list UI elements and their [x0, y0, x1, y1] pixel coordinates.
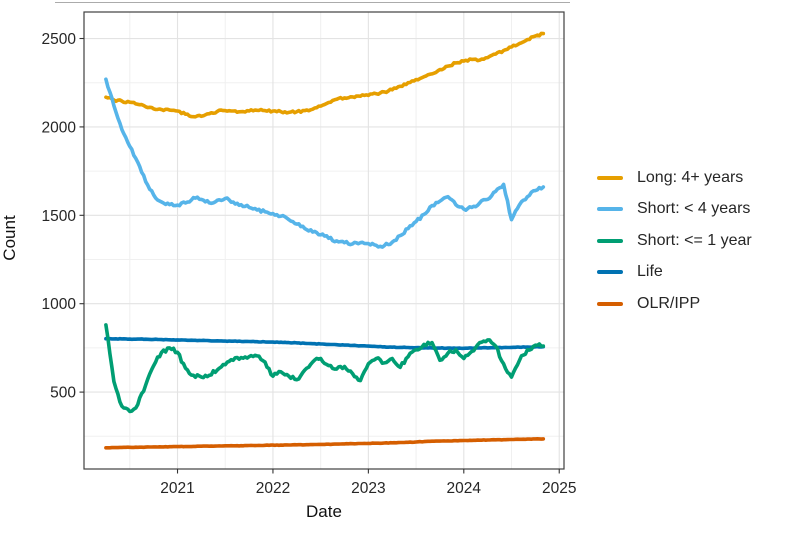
- y-tick-label-500: 500: [50, 385, 76, 402]
- legend: Long: 4+ years Short: < 4 years Short: <…: [597, 162, 752, 320]
- y-tick-label-1000: 1000: [42, 296, 77, 313]
- legend-line-swatch-short-under-4: [597, 207, 623, 212]
- x-tick-label-2022: 2022: [256, 480, 290, 497]
- x-tick-label-2025: 2025: [542, 480, 576, 497]
- y-tick-label-2000: 2000: [42, 119, 77, 136]
- series-line-short-1-year: [104, 323, 546, 414]
- panel-background: [84, 12, 564, 469]
- legend-label-short-under-4: Short: < 4 years: [637, 200, 751, 218]
- x-tick-label-2024: 2024: [447, 480, 482, 497]
- legend-item-short-1-year-or-less: Short: <= 1 year: [597, 225, 752, 257]
- legend-item-short-under-4-years: Short: < 4 years: [597, 194, 752, 226]
- y-tick-label-2500: 2500: [42, 31, 77, 48]
- axis-ticks: [79, 37, 560, 474]
- legend-label-long: Long: 4+ years: [637, 168, 744, 186]
- series-line-short-4-years: [104, 77, 546, 249]
- series-line-olr-ipp: [104, 437, 546, 450]
- legend-label-olr-ipp: OLR/IPP: [637, 294, 701, 312]
- gridlines-major: [84, 12, 564, 469]
- legend-label-short-1-or-less: Short: <= 1 year: [637, 231, 752, 249]
- legend-item-olr-ipp: OLR/IPP: [597, 288, 752, 320]
- panel-border: [83, 11, 565, 470]
- x-tick-label-2023: 2023: [351, 480, 385, 497]
- x-axis-title: Date: [306, 502, 342, 521]
- y-tick-label-1500: 1500: [42, 208, 77, 225]
- series-line-long-4-years: [104, 31, 546, 119]
- series-line-life: [104, 336, 546, 351]
- top-border-artifact: [55, 2, 570, 3]
- legend-item-long-4plus-years: Long: 4+ years: [597, 162, 752, 194]
- legend-label-life: Life: [637, 263, 663, 281]
- y-axis-title: Count: [0, 215, 19, 261]
- x-tick-label-2021: 2021: [160, 480, 194, 497]
- legend-line-swatch-olr-ipp: [597, 301, 623, 306]
- legend-item-life: Life: [597, 257, 752, 289]
- legend-line-swatch-life: [597, 270, 623, 275]
- legend-line-swatch-long: [597, 175, 623, 180]
- legend-line-swatch-short-1-or-less: [597, 238, 623, 243]
- axis-tick-labels: 2021 2022 2023 2024 2025 500 1000 1500 2000 2500: [42, 31, 577, 497]
